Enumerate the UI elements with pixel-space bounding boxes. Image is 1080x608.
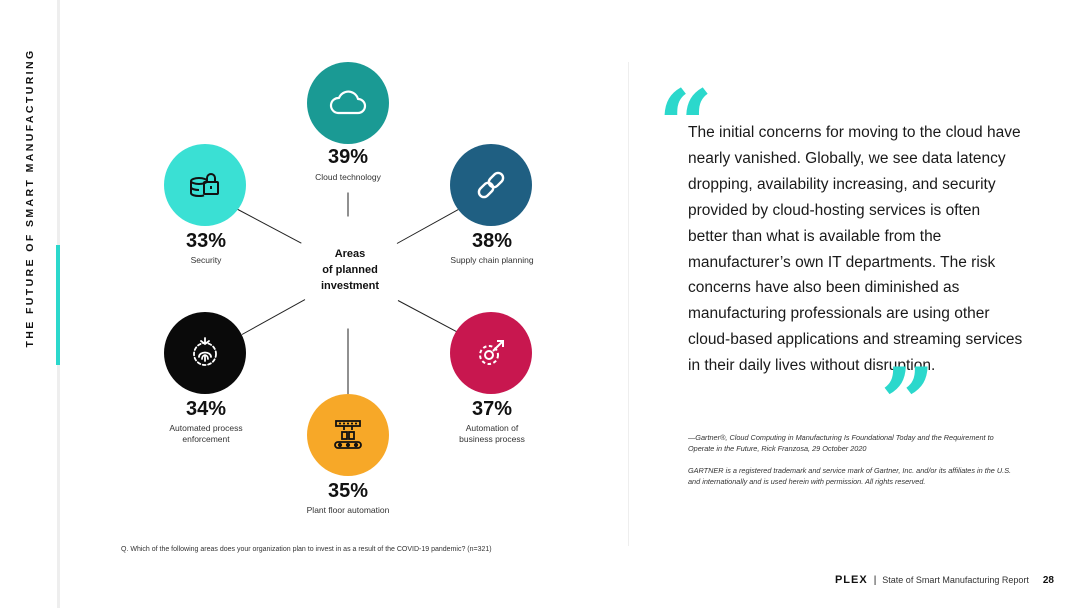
security-label: Security xyxy=(190,255,222,265)
process-enforcement-node-circle xyxy=(164,312,246,394)
spoke-bottom xyxy=(347,328,349,395)
chain-link-icon xyxy=(477,171,505,199)
column-divider xyxy=(628,62,629,546)
conveyor-icon xyxy=(334,420,362,449)
supply-chain-node-circle xyxy=(450,144,532,226)
spoke-bottom-right xyxy=(397,300,462,335)
spoke-top xyxy=(347,192,349,217)
open-quote-mark: “ xyxy=(658,69,714,182)
security-node-circle xyxy=(164,144,246,226)
footer-separator: | xyxy=(873,574,877,586)
business-process-label: Automation of business process xyxy=(459,423,525,444)
gear-arrow-icon xyxy=(479,340,504,365)
survey-footnote: Q. Which of the following areas does you… xyxy=(121,546,492,553)
supply-chain-percentage: 38% xyxy=(471,230,513,252)
cloud-label: Cloud technology xyxy=(315,172,381,182)
close-quote-mark: ” xyxy=(880,347,936,460)
page-number: 28 xyxy=(1042,574,1054,586)
cloud-node-circle xyxy=(307,62,389,144)
side-title: THE FUTURE OF SMART MANUFACTURING xyxy=(24,48,36,348)
page-footer: PLEX | State of Smart Manufacturing Repo… xyxy=(835,572,1054,588)
plant-floor-node-circle xyxy=(307,394,389,476)
business-process-percentage: 37% xyxy=(471,398,513,420)
trademark-notice: GARTNER is a registered trademark and se… xyxy=(688,466,1012,486)
process-enforcement-label: Automated process enforcement xyxy=(169,423,243,444)
lock-database-icon xyxy=(190,173,219,198)
fingerprint-gear-icon xyxy=(193,337,217,366)
report-title: State of Smart Manufacturing Report xyxy=(882,575,1029,585)
left-rail: THE FUTURE OF SMART MANUFACTURING xyxy=(0,0,60,608)
cloud-percentage: 39% xyxy=(327,146,369,168)
plant-floor-label: Plant floor automation xyxy=(306,505,390,515)
rail-accent-bar xyxy=(56,245,60,365)
business-process-node-circle xyxy=(450,312,532,394)
center-label-text: Areas of planned investment xyxy=(320,248,380,292)
plex-logo: PLEX xyxy=(834,574,868,586)
diagram-center-label: Areas of planned investment xyxy=(300,246,400,294)
process-enforcement-percentage: 34% xyxy=(185,398,227,420)
spoke-bottom-left xyxy=(241,299,306,335)
quote-attribution: —Gartner®, Cloud Computing in Manufactur… xyxy=(688,433,994,453)
supply-chain-label: Supply chain planning xyxy=(450,255,534,265)
cloud-icon xyxy=(329,90,367,115)
security-percentage: 33% xyxy=(185,230,227,252)
quote-text: The initial concerns for moving to the c… xyxy=(688,124,1023,375)
plant-floor-percentage: 35% xyxy=(327,480,369,502)
